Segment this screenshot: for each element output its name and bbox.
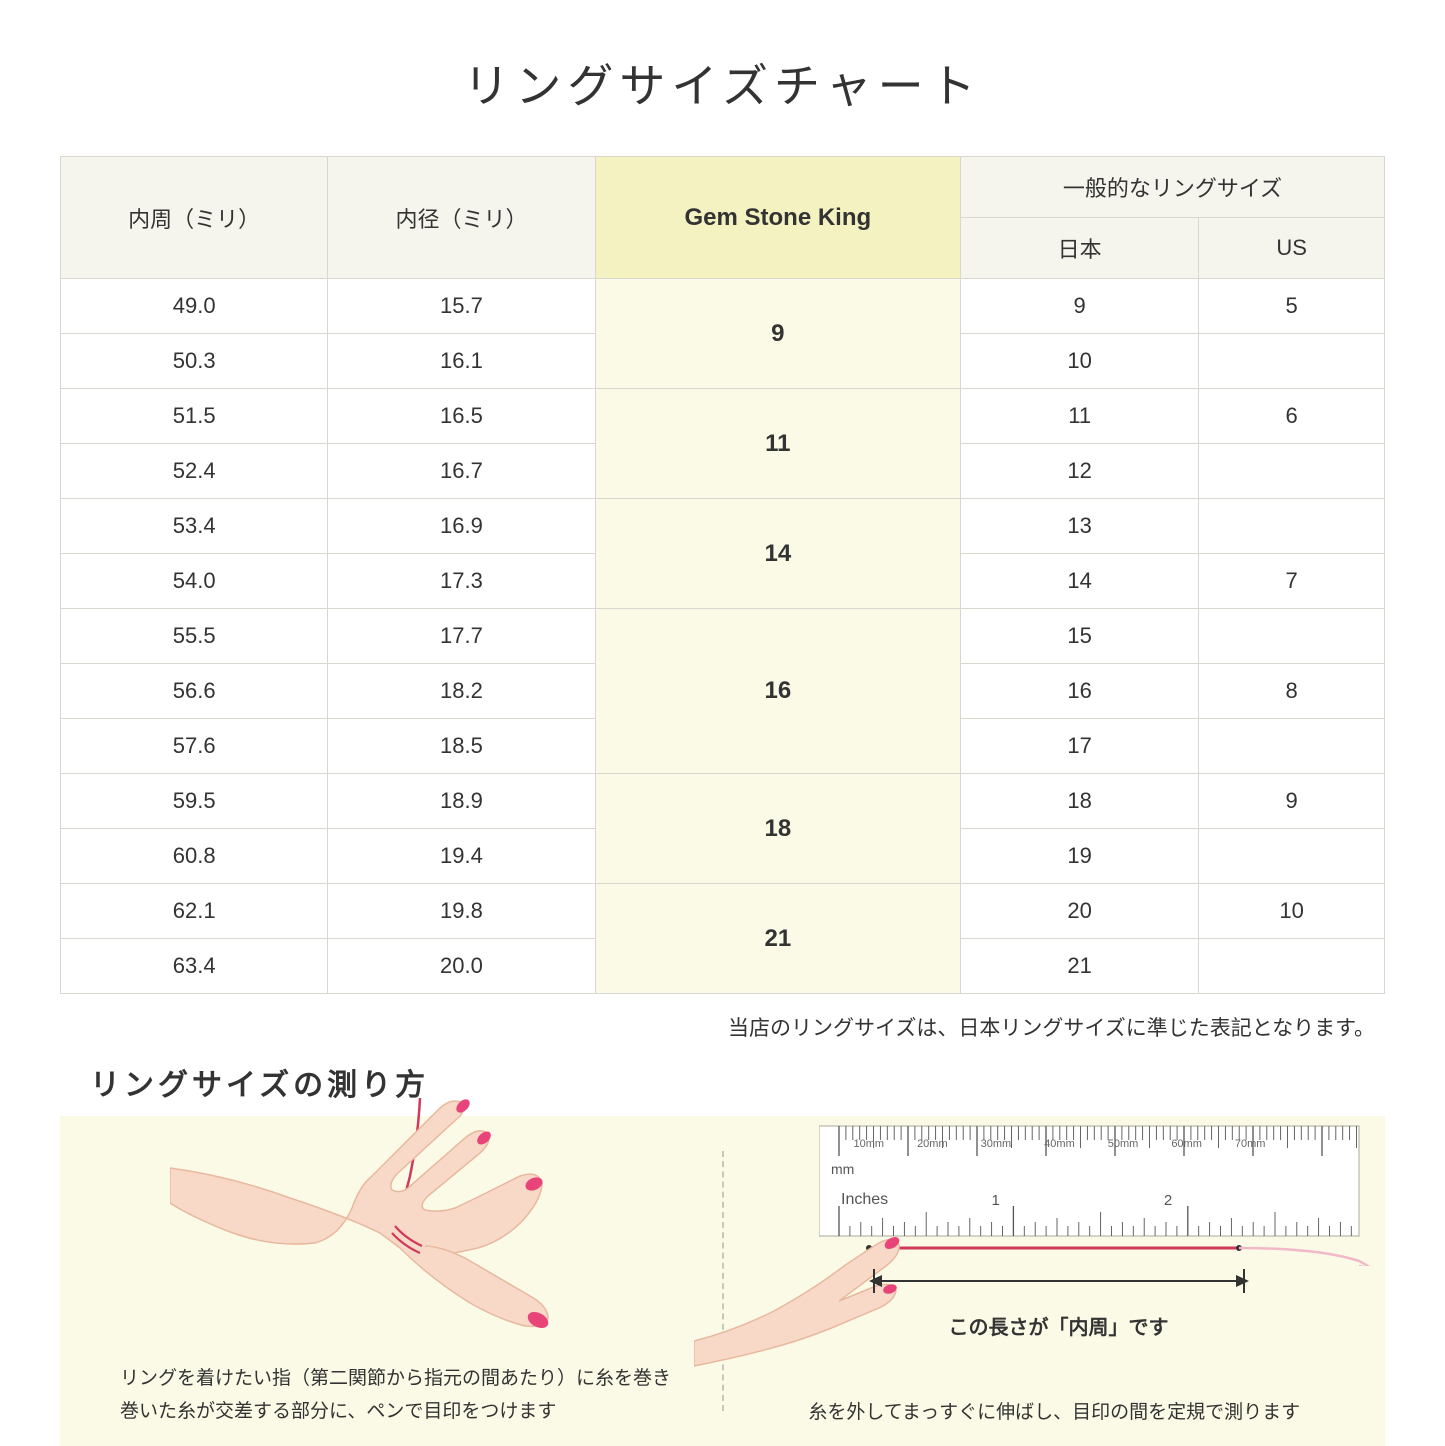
header-japan: 日本 — [961, 218, 1199, 279]
cell-us — [1199, 939, 1385, 994]
howto-step-2: mm Inches 10mm 20mm 30mm 40mm 50mm 60mm … — [724, 1116, 1386, 1446]
cell-circumference: 59.5 — [61, 774, 328, 829]
dimension-arrow-icon — [864, 1266, 1264, 1306]
ruler-mm-labels: 10mm 20mm 30mm 40mm 50mm 60mm 70mm — [854, 1138, 1266, 1150]
cell-circumference: 52.4 — [61, 444, 328, 499]
cell-japan: 21 — [961, 939, 1199, 994]
svg-text:mm: mm — [831, 1161, 854, 1177]
hand-thread-icon — [170, 1098, 590, 1338]
cell-us: 10 — [1199, 884, 1385, 939]
header-general-group: 一般的なリングサイズ — [961, 157, 1385, 218]
cell-circumference: 56.6 — [61, 664, 328, 719]
cell-circumference: 60.8 — [61, 829, 328, 884]
header-circumference: 内周（ミリ） — [61, 157, 328, 279]
cell-diameter: 19.8 — [328, 884, 595, 939]
header-diameter: 内径（ミリ） — [328, 157, 595, 279]
table-note: 当店のリングサイズは、日本リングサイズに準じた表記となります。 — [60, 1012, 1375, 1042]
cell-japan: 20 — [961, 884, 1199, 939]
cell-us — [1199, 719, 1385, 774]
cell-diameter: 19.4 — [328, 829, 595, 884]
cell-diameter: 20.0 — [328, 939, 595, 994]
cell-circumference: 62.1 — [61, 884, 328, 939]
table-row: 59.518.918189 — [61, 774, 1385, 829]
page-title: リングサイズチャート — [60, 50, 1385, 116]
step2-caption: 糸を外してまっすぐに伸ばし、目印の間を定規で測ります — [764, 1397, 1346, 1424]
cell-diameter: 16.7 — [328, 444, 595, 499]
cell-diameter: 17.3 — [328, 554, 595, 609]
cell-japan: 9 — [961, 279, 1199, 334]
cell-japan: 14 — [961, 554, 1199, 609]
howto-panel: リングを着けたい指（第二関節から指元の間あたり）に糸を巻き 巻いた糸が交差する部… — [60, 1116, 1385, 1446]
cell-gsk: 14 — [595, 499, 960, 609]
header-us: US — [1199, 218, 1385, 279]
cell-diameter: 18.9 — [328, 774, 595, 829]
table-row: 49.015.7995 — [61, 279, 1385, 334]
cell-us: 6 — [1199, 389, 1385, 444]
cell-diameter: 18.2 — [328, 664, 595, 719]
cell-japan: 13 — [961, 499, 1199, 554]
header-gsk: Gem Stone King — [595, 157, 960, 279]
cell-japan: 15 — [961, 609, 1199, 664]
cell-diameter: 17.7 — [328, 609, 595, 664]
cell-us — [1199, 829, 1385, 884]
cell-japan: 17 — [961, 719, 1199, 774]
cell-us: 8 — [1199, 664, 1385, 719]
cell-diameter: 18.5 — [328, 719, 595, 774]
cell-gsk: 18 — [595, 774, 960, 884]
cell-circumference: 55.5 — [61, 609, 328, 664]
cell-us: 9 — [1199, 774, 1385, 829]
cell-us: 5 — [1199, 279, 1385, 334]
cell-japan: 18 — [961, 774, 1199, 829]
cell-us — [1199, 444, 1385, 499]
ruler-inch-labels: 1 2 — [992, 1192, 1173, 1209]
howto-step-1: リングを着けたい指（第二関節から指元の間あたり）に糸を巻き 巻いた糸が交差する部… — [60, 1116, 722, 1446]
cell-japan: 19 — [961, 829, 1199, 884]
cell-circumference: 50.3 — [61, 334, 328, 389]
step1-caption: リングを着けたい指（第二関節から指元の間あたり）に糸を巻き 巻いた糸が交差する部… — [120, 1363, 672, 1428]
cell-circumference: 54.0 — [61, 554, 328, 609]
cell-circumference: 51.5 — [61, 389, 328, 444]
ring-size-table: 内周（ミリ） 内径（ミリ） Gem Stone King 一般的なリングサイズ … — [60, 156, 1385, 994]
cell-gsk: 16 — [595, 609, 960, 774]
cell-gsk: 11 — [595, 389, 960, 499]
cell-circumference: 63.4 — [61, 939, 328, 994]
length-label: この長さが「内周」です — [949, 1311, 1169, 1340]
cell-gsk: 21 — [595, 884, 960, 994]
cell-diameter: 15.7 — [328, 279, 595, 334]
table-row: 51.516.511116 — [61, 389, 1385, 444]
cell-us — [1199, 499, 1385, 554]
cell-diameter: 16.9 — [328, 499, 595, 554]
cell-us: 7 — [1199, 554, 1385, 609]
cell-circumference: 49.0 — [61, 279, 328, 334]
cell-japan: 16 — [961, 664, 1199, 719]
table-row: 53.416.91413 — [61, 499, 1385, 554]
cell-circumference: 57.6 — [61, 719, 328, 774]
cell-diameter: 16.1 — [328, 334, 595, 389]
cell-gsk: 9 — [595, 279, 960, 389]
table-row: 55.517.71615 — [61, 609, 1385, 664]
cell-circumference: 53.4 — [61, 499, 328, 554]
cell-diameter: 16.5 — [328, 389, 595, 444]
cell-us — [1199, 609, 1385, 664]
cell-us — [1199, 334, 1385, 389]
cell-japan: 12 — [961, 444, 1199, 499]
cell-japan: 11 — [961, 389, 1199, 444]
cell-japan: 10 — [961, 334, 1199, 389]
table-row: 62.119.8212010 — [61, 884, 1385, 939]
svg-text:Inches: Inches — [841, 1191, 888, 1208]
